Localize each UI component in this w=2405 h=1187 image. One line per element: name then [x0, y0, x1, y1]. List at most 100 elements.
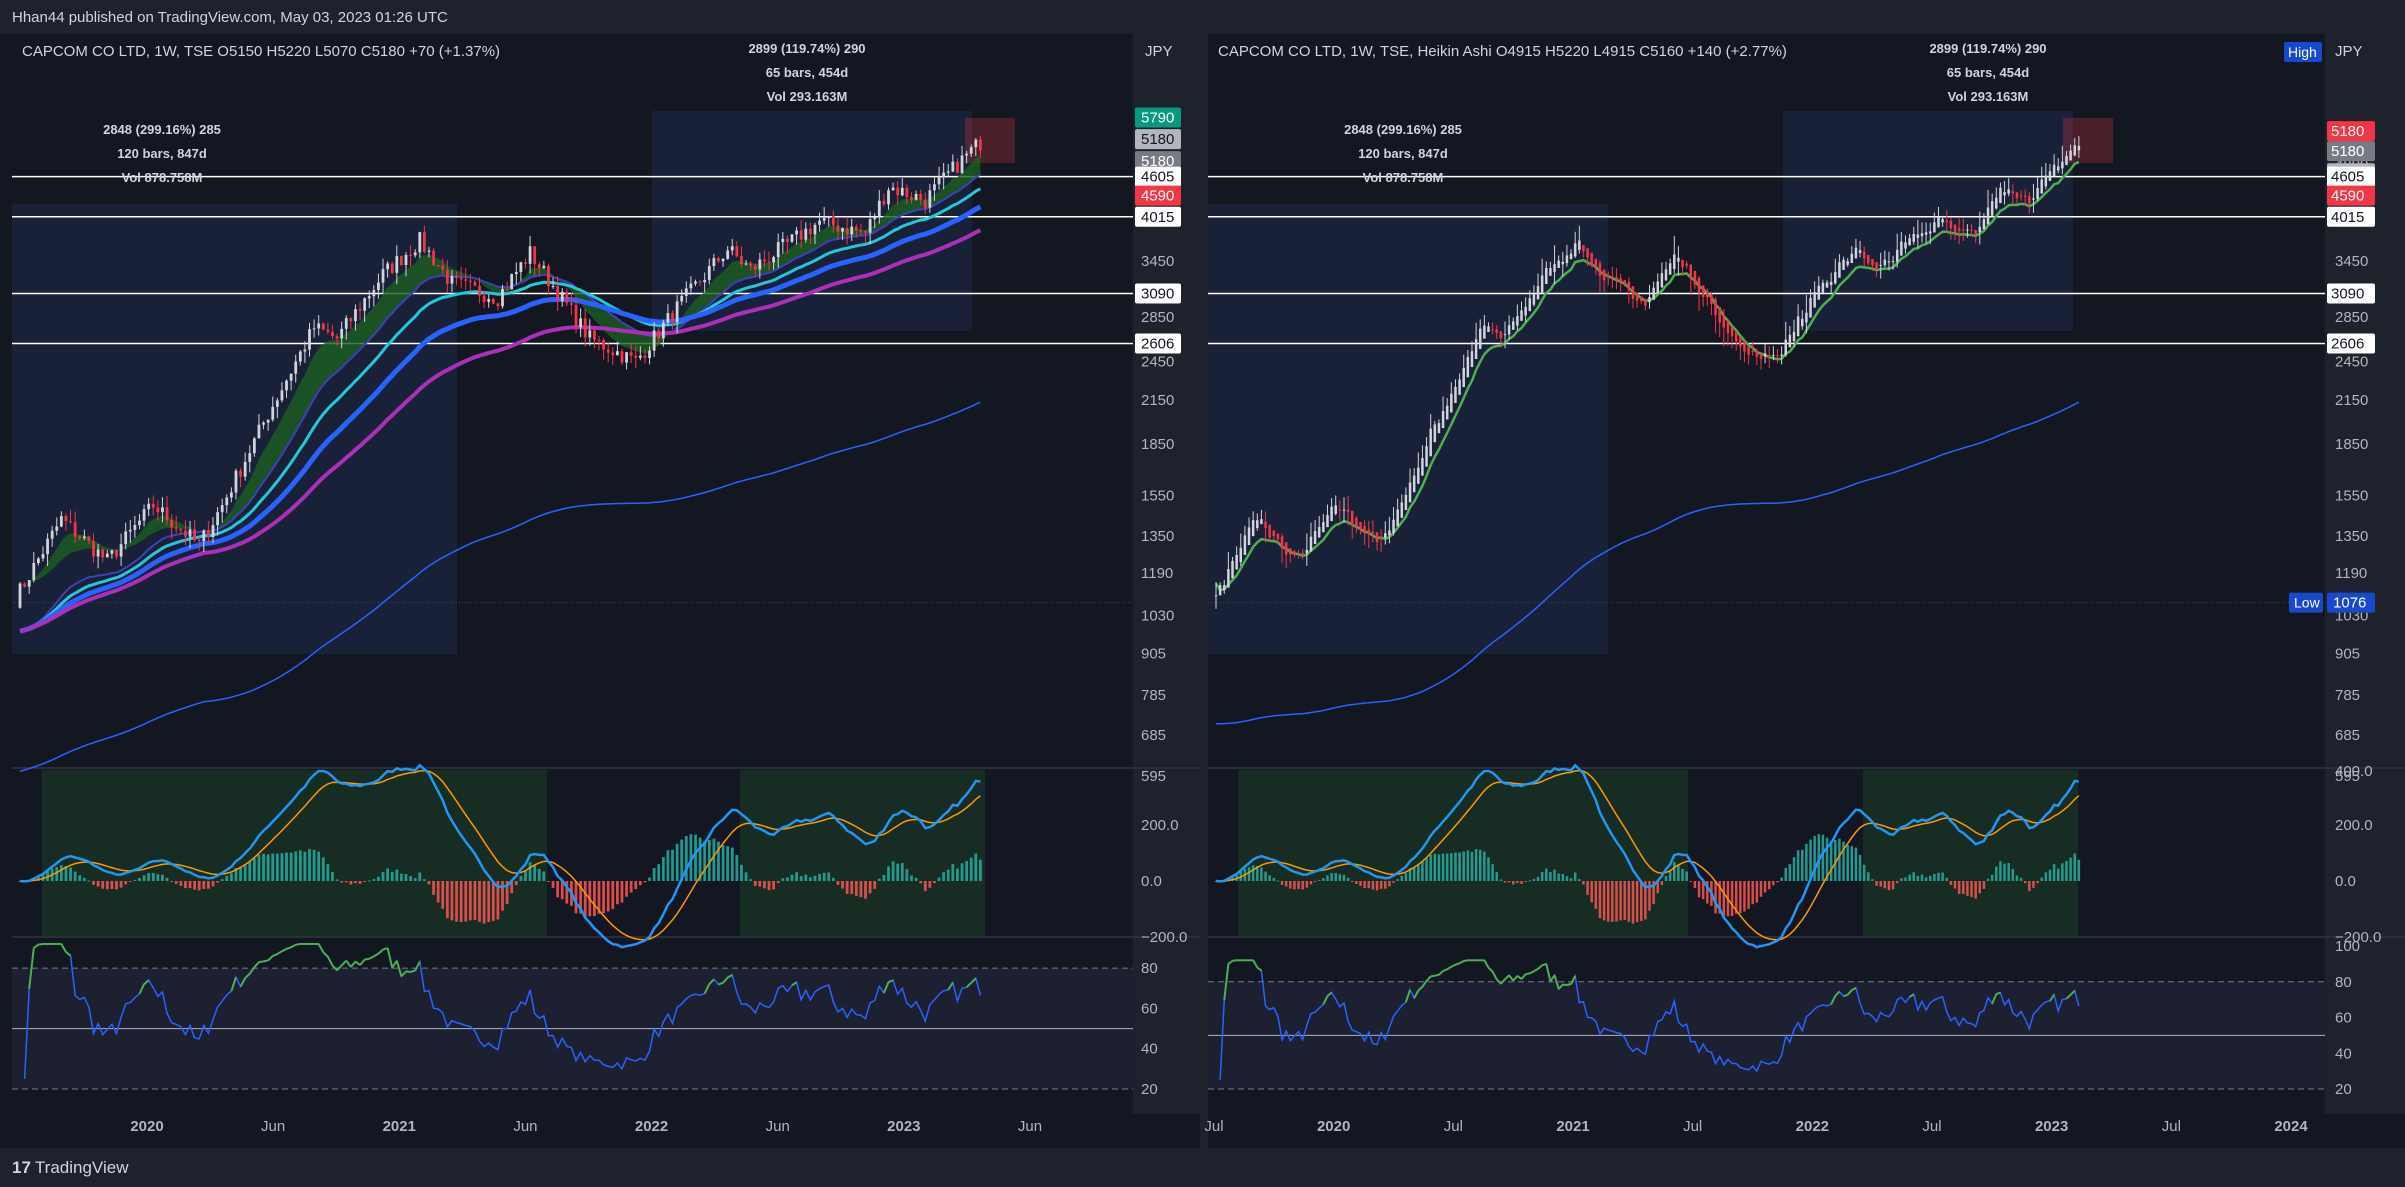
macd-histogram-bar — [170, 881, 174, 882]
macd-histogram-bar — [1945, 877, 1949, 881]
rsi-overbought-segment — [317, 943, 325, 953]
candle-body — [1668, 263, 1672, 275]
candle-body — [1553, 264, 1556, 272]
charts-canvas[interactable]: CAPCOM CO LTD, 1W, TSE O5150 H5220 L5070… — [0, 34, 2405, 1148]
candle-body — [974, 139, 978, 148]
macd-histogram-bar — [1978, 881, 1982, 894]
price-tick: 2150 — [2335, 392, 2368, 409]
macd-histogram-bar — [1264, 871, 1267, 881]
macd-histogram-bar — [1685, 871, 1688, 881]
candle-body — [1375, 532, 1379, 543]
candle-body — [1825, 282, 1829, 288]
macd-histogram-bar — [969, 857, 973, 881]
price-badge — [1135, 206, 1181, 227]
time-label: Jul — [1204, 1118, 1223, 1135]
candle-body — [1995, 197, 1998, 209]
macd-histogram-bar — [942, 872, 946, 881]
time-label: 2022 — [1796, 1118, 1829, 1135]
macd-histogram-bar — [808, 877, 812, 881]
price-badge — [1135, 283, 1181, 304]
macd-histogram-bar — [482, 881, 486, 924]
macd-histogram-bar — [1941, 872, 1944, 881]
candle-body — [1623, 280, 1626, 284]
candle-body — [1656, 281, 1660, 294]
macd-histogram-bar — [542, 871, 546, 881]
macd-histogram-bar — [1668, 871, 1672, 881]
rsi-overbought-segment — [1438, 970, 1444, 976]
rsi-overbought-segment — [350, 960, 357, 968]
macd-histogram-bar — [372, 878, 376, 881]
macd-histogram-bar — [441, 881, 445, 909]
price-badge-label: 3090 — [2331, 286, 2364, 303]
candle-body — [18, 583, 22, 608]
candle-body — [2044, 175, 2048, 187]
candle-body — [735, 246, 739, 257]
candle-body — [280, 390, 284, 401]
macd-histogram-bar — [179, 881, 183, 886]
macd-histogram-bar — [1883, 881, 1887, 889]
candle-body — [1937, 217, 1940, 228]
candle-body — [712, 258, 716, 267]
candle-body — [487, 298, 491, 302]
candle-body — [142, 509, 146, 521]
measure-box-1 — [12, 204, 457, 654]
macd-histogram-bar — [1412, 866, 1416, 881]
candle-body — [730, 246, 734, 251]
macd-histogram-bar — [473, 881, 477, 920]
macd-histogram-bar — [225, 875, 229, 881]
candle-body — [184, 530, 187, 537]
candle-body — [464, 279, 468, 281]
ema-34-line — [19, 187, 982, 633]
macd-histogram-bar — [758, 881, 762, 887]
macd-histogram-bar — [298, 850, 302, 881]
candle-body — [441, 265, 445, 270]
candle-body — [643, 355, 647, 358]
macd-histogram-bar — [1920, 874, 1924, 881]
candle-body — [1834, 272, 1837, 284]
price-badge-label: 4590 — [1141, 188, 1174, 205]
macd-histogram-bar — [956, 868, 959, 881]
low-value-badge — [2327, 592, 2375, 613]
candle-body — [124, 531, 128, 545]
candle-body — [1759, 353, 1763, 359]
candle-body — [1297, 553, 1300, 555]
time-label: 2021 — [383, 1118, 416, 1135]
candle-body — [1891, 261, 1895, 263]
candle-body — [427, 250, 431, 252]
macd-histogram-bar — [2003, 863, 2006, 881]
macd-histogram-bar — [202, 881, 206, 889]
rsi-tick: 80 — [1141, 960, 1158, 977]
macd-histogram-bar — [101, 881, 105, 889]
candle-body — [1697, 277, 1701, 294]
macd-histogram-bar — [211, 881, 215, 887]
tradingview-logo[interactable]: 17 TradingView — [12, 1158, 128, 1178]
candle-body — [275, 400, 279, 407]
candle-body — [1693, 270, 1697, 285]
candle-body — [1512, 321, 1515, 330]
candle-body — [744, 263, 748, 265]
candle-body — [340, 328, 344, 339]
candle-body — [560, 291, 564, 302]
candle-body — [1908, 238, 1911, 246]
macd-histogram-bar — [188, 881, 192, 889]
macd-histogram-bar — [602, 881, 605, 914]
candle-body — [514, 272, 518, 275]
candle-body — [818, 220, 821, 225]
macd-histogram-bar — [1780, 877, 1783, 881]
rsi-overbought-segment — [947, 982, 954, 991]
macd-histogram-bar — [1895, 881, 1899, 884]
macd-histogram-bar — [813, 875, 817, 881]
macd-histogram-bar — [1379, 881, 1383, 889]
macd-histogram-bar — [496, 881, 500, 920]
macd-histogram-bar — [1627, 881, 1631, 922]
price-badge — [2327, 283, 2375, 304]
macd-histogram-bar — [1718, 881, 1721, 914]
macd-histogram-bar — [859, 881, 863, 898]
macd-histogram-bar — [395, 869, 399, 881]
candle-body — [1850, 253, 1854, 264]
rsi-overbought-segment — [295, 942, 301, 946]
candlestick-chart: CAPCOM CO LTD, 1W, TSE O5150 H5220 L5070… — [12, 34, 1200, 1148]
rsi-overbought-segment — [1529, 970, 1535, 975]
candle-body — [1639, 296, 1643, 302]
